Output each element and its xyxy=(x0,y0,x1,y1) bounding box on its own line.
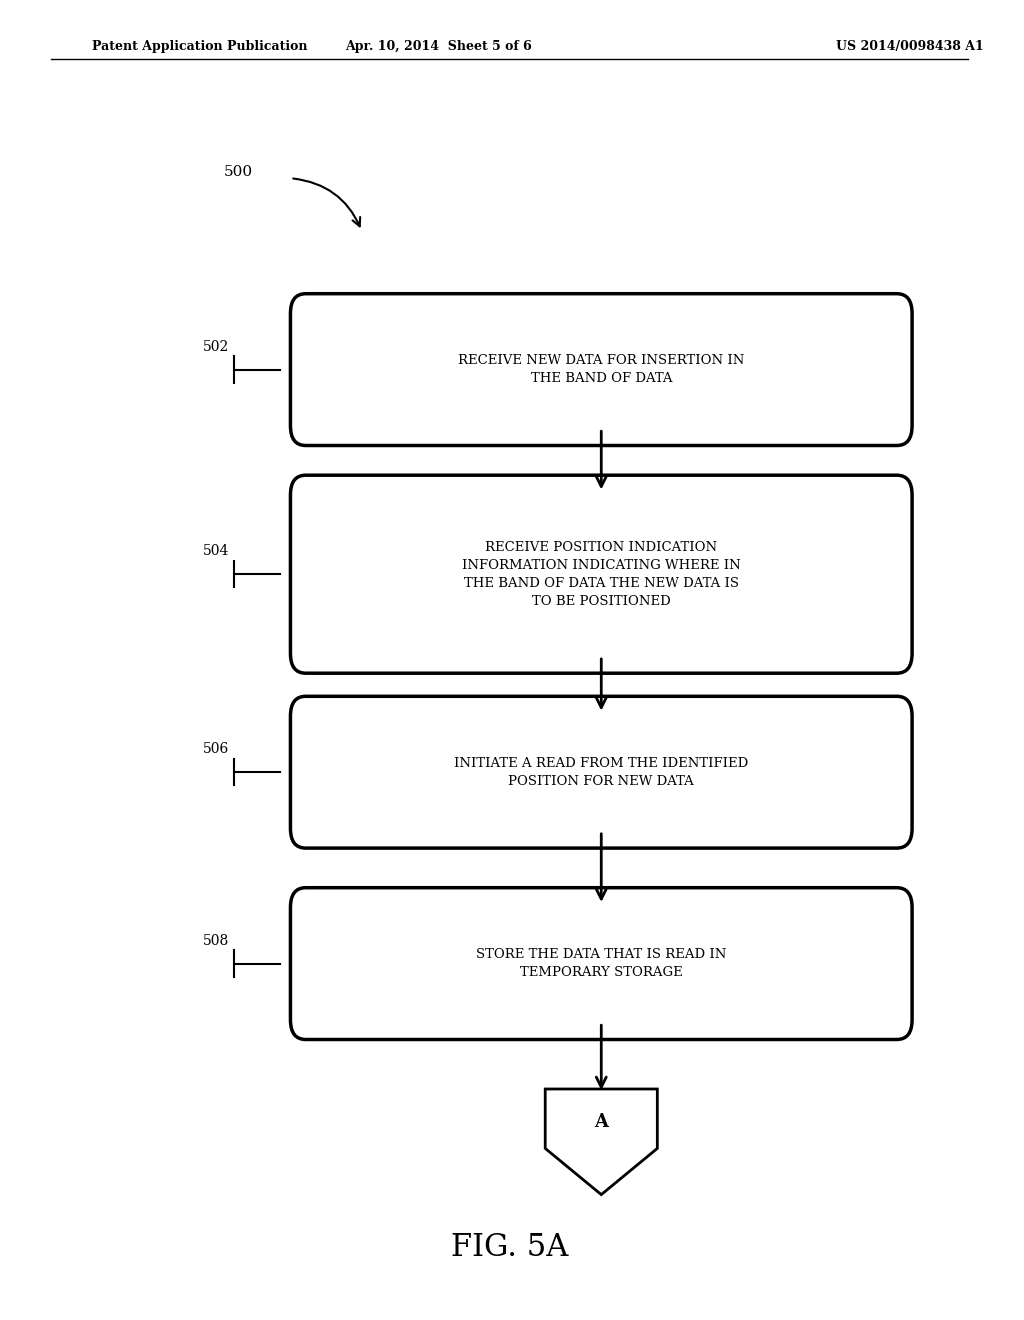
Text: 502: 502 xyxy=(203,339,229,354)
Text: Patent Application Publication: Patent Application Publication xyxy=(92,40,307,53)
FancyBboxPatch shape xyxy=(291,887,912,1040)
Text: 508: 508 xyxy=(203,933,229,948)
Text: 504: 504 xyxy=(203,544,229,558)
Text: Apr. 10, 2014  Sheet 5 of 6: Apr. 10, 2014 Sheet 5 of 6 xyxy=(345,40,531,53)
FancyArrowPatch shape xyxy=(293,178,360,226)
Polygon shape xyxy=(545,1089,657,1195)
Text: 500: 500 xyxy=(224,165,253,178)
Text: US 2014/0098438 A1: US 2014/0098438 A1 xyxy=(836,40,983,53)
FancyBboxPatch shape xyxy=(291,475,912,673)
Text: A: A xyxy=(594,1113,608,1131)
Text: INITIATE A READ FROM THE IDENTIFIED
POSITION FOR NEW DATA: INITIATE A READ FROM THE IDENTIFIED POSI… xyxy=(454,756,749,788)
Text: RECEIVE NEW DATA FOR INSERTION IN
THE BAND OF DATA: RECEIVE NEW DATA FOR INSERTION IN THE BA… xyxy=(458,354,744,385)
Text: RECEIVE POSITION INDICATION
INFORMATION INDICATING WHERE IN
THE BAND OF DATA THE: RECEIVE POSITION INDICATION INFORMATION … xyxy=(462,541,740,607)
FancyBboxPatch shape xyxy=(291,697,912,849)
Text: STORE THE DATA THAT IS READ IN
TEMPORARY STORAGE: STORE THE DATA THAT IS READ IN TEMPORARY… xyxy=(476,948,726,979)
Text: FIG. 5A: FIG. 5A xyxy=(451,1232,568,1263)
FancyBboxPatch shape xyxy=(291,294,912,446)
Text: 506: 506 xyxy=(203,742,229,756)
